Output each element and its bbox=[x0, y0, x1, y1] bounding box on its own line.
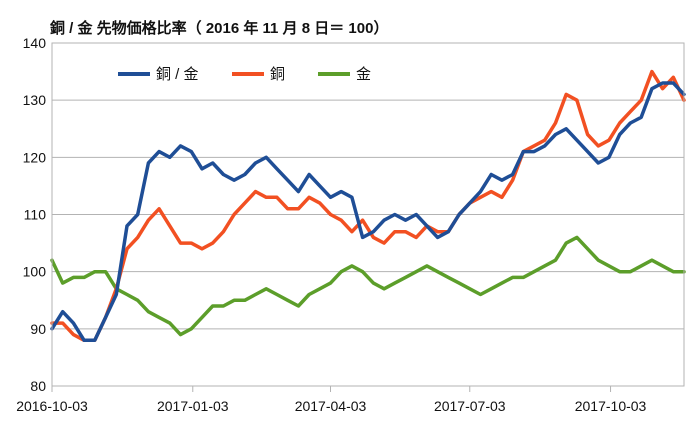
gridlines bbox=[52, 99, 684, 330]
legend-label-0: 銅 / 金 bbox=[156, 66, 199, 83]
series-lines bbox=[50, 69, 686, 343]
y-tick-label: 130 bbox=[23, 92, 47, 108]
x-tick-label: 2017-04-03 bbox=[295, 398, 367, 414]
legend-label-1: 銅 bbox=[270, 66, 285, 83]
y-tick-label: 120 bbox=[23, 149, 47, 165]
x-tick-label: 2017-07-03 bbox=[434, 398, 506, 414]
series-line-1 bbox=[50, 69, 686, 343]
plot-frame bbox=[51, 42, 685, 387]
y-tick-label: 80 bbox=[30, 378, 46, 394]
y-tick-label: 140 bbox=[23, 35, 47, 51]
y-tick-label: 90 bbox=[30, 321, 46, 337]
series-line-0 bbox=[50, 81, 686, 343]
x-tick-label: 2017-10-03 bbox=[575, 398, 647, 414]
legend: 銅 / 金 銅 金 bbox=[118, 66, 371, 83]
x-tick-label: 2017-01-03 bbox=[157, 398, 229, 414]
axes: 80 90 100 110 120 130 140 2016-10-03 2017-01-03 2… bbox=[16, 35, 685, 414]
legend-label-2: 金 bbox=[356, 66, 371, 83]
y-tick-label: 100 bbox=[23, 264, 47, 280]
chart-title: 銅 / 金 先物価格比率（ 2016 年 11 月 8 日＝ 100） bbox=[50, 19, 388, 37]
x-tick-label: 2016-10-03 bbox=[16, 398, 88, 414]
series-line-2 bbox=[50, 235, 686, 337]
y-tick-label: 110 bbox=[24, 207, 47, 223]
